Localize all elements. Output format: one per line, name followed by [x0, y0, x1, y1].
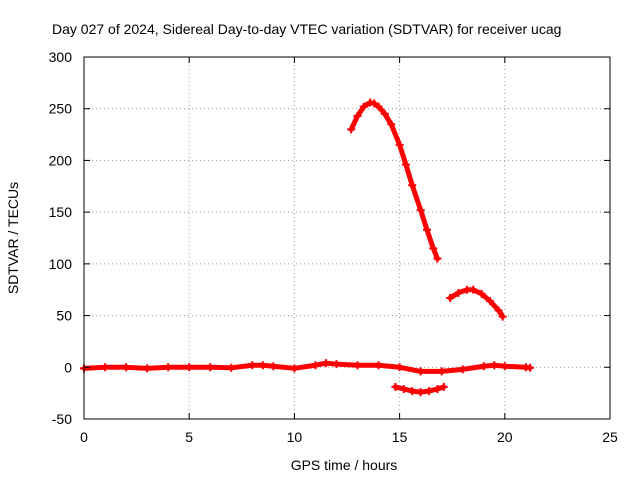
y-tick-label: 250 — [49, 101, 73, 117]
data-point — [321, 359, 330, 368]
data-point — [370, 99, 379, 108]
y-tick-label: 300 — [49, 49, 73, 65]
grid — [84, 57, 610, 419]
data-point — [269, 362, 278, 371]
data-point — [454, 288, 463, 297]
data-point — [490, 361, 499, 370]
data-point — [408, 181, 417, 190]
data-point — [458, 365, 467, 374]
data-point — [498, 312, 507, 321]
data-point — [366, 98, 375, 107]
y-tick-label: 50 — [56, 308, 72, 324]
data-point — [347, 125, 356, 134]
data-point — [395, 363, 404, 372]
data-point — [425, 387, 434, 396]
series-high-arc — [347, 98, 442, 263]
data-point — [258, 361, 267, 370]
data-point — [416, 388, 425, 397]
data-point — [391, 382, 400, 391]
data-point — [479, 362, 488, 371]
x-tick-label: 0 — [80, 429, 88, 445]
data-point — [374, 361, 383, 370]
data-point — [248, 361, 257, 370]
data-point — [353, 361, 362, 370]
x-tick-label: 5 — [185, 429, 193, 445]
data-point — [439, 382, 448, 391]
y-tick-label: 0 — [64, 359, 72, 375]
data-point — [290, 364, 299, 373]
data-point — [469, 285, 478, 294]
data-point — [486, 297, 495, 306]
x-tick-label: 20 — [497, 429, 513, 445]
data-point — [401, 160, 410, 169]
data-point — [332, 360, 341, 369]
x-tick-label: 10 — [287, 429, 303, 445]
data-point — [311, 361, 320, 370]
data-point — [227, 363, 236, 372]
y-tick-label: 100 — [49, 256, 73, 272]
data-point — [416, 367, 425, 376]
data-point — [395, 140, 404, 149]
data-point — [494, 306, 503, 315]
data-point — [164, 363, 173, 372]
data-point — [143, 364, 152, 373]
data-point — [429, 244, 438, 253]
series-baseline — [80, 359, 535, 376]
y-tick-label: 200 — [49, 152, 73, 168]
data-point — [408, 387, 417, 396]
data-point — [477, 289, 486, 298]
data-point — [122, 363, 131, 372]
data-point — [433, 254, 442, 263]
y-tick-label: -50 — [52, 411, 72, 427]
y-tick-label: 150 — [49, 204, 73, 220]
data-point — [380, 109, 389, 118]
x-tick-label: 15 — [392, 429, 408, 445]
data-point — [374, 102, 383, 111]
data-point — [433, 385, 442, 394]
data-point — [446, 293, 455, 302]
data-point — [101, 363, 110, 372]
data-point — [437, 367, 446, 376]
chart-title: Day 027 of 2024, Sidereal Day-to-day VTE… — [52, 21, 561, 37]
data-point — [422, 225, 431, 234]
axis-ticks: 0 5 10 15 20 25 -50 0 50 100 150 200 250 300 — [49, 49, 618, 445]
plot-frame — [83, 56, 611, 420]
data-point — [353, 111, 362, 120]
data-point — [500, 362, 509, 371]
data-point — [359, 102, 368, 111]
data-point — [526, 363, 535, 372]
data-point — [387, 120, 396, 129]
data-point — [206, 363, 215, 372]
series-low-arc — [391, 382, 448, 397]
y-axis-label: SDTVAR / TECUs — [5, 182, 21, 294]
data-series — [80, 98, 535, 397]
x-axis-label: GPS time / hours — [291, 457, 398, 473]
data-point — [399, 385, 408, 394]
data-point — [185, 363, 194, 372]
x-tick-label: 25 — [602, 429, 618, 445]
series-mid-arc — [446, 285, 507, 321]
data-point — [416, 206, 425, 215]
series-line — [348, 100, 440, 262]
